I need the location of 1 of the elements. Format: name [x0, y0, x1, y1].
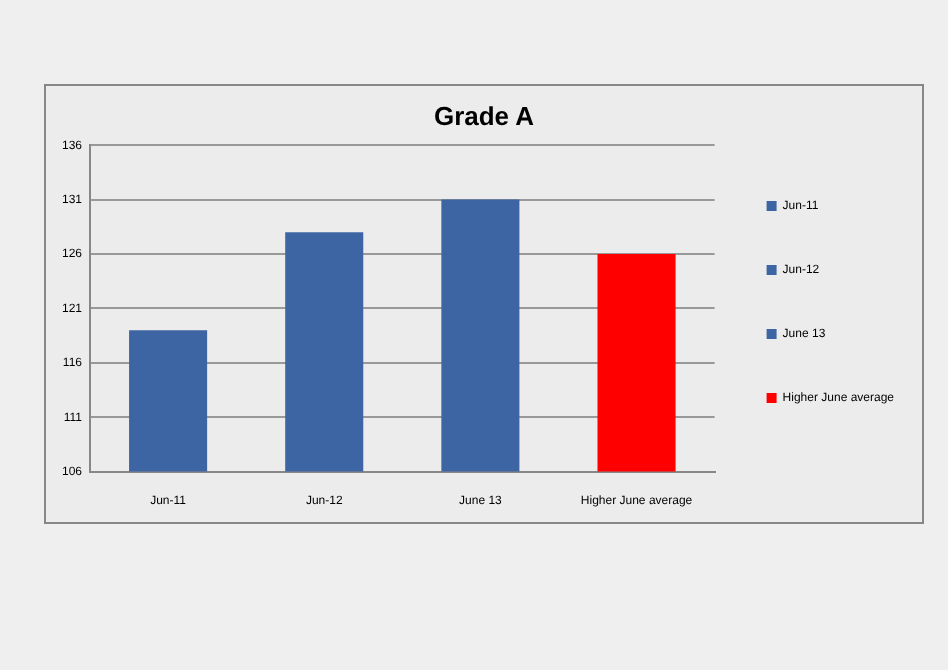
- chart-title: Grade A: [433, 100, 536, 131]
